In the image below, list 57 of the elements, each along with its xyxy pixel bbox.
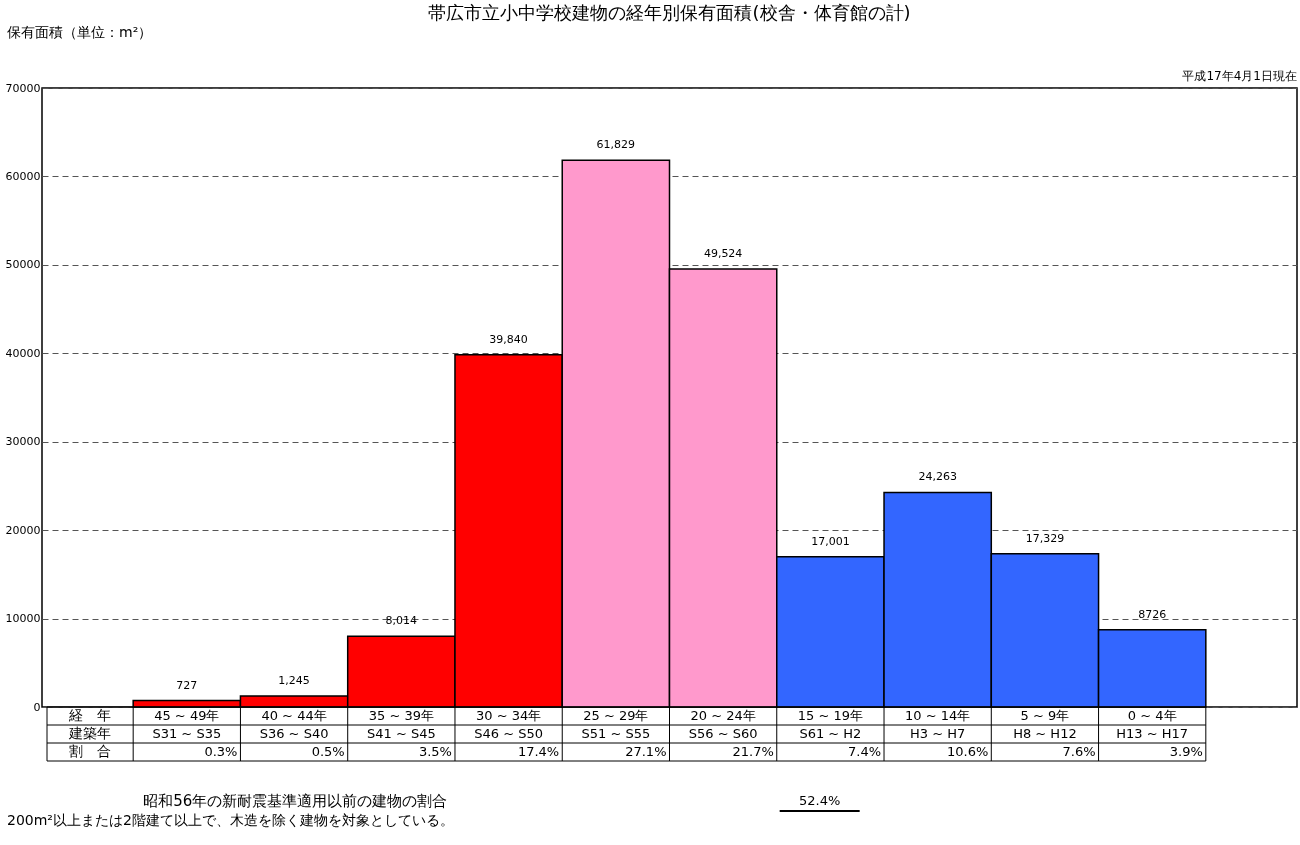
x-tick-label: 5 ~ 9年 — [1020, 708, 1070, 723]
data-label: 8726 — [1138, 607, 1167, 621]
text: 200m²以上または2階建て以上で、木造を除く建物を対象としている。 — [7, 812, 454, 828]
y-tick-label: 0 — [33, 700, 41, 714]
x-tick-label: 45 ~ 49年 — [154, 708, 220, 723]
x-tick-label: 40 ~ 44年 — [261, 708, 327, 723]
y-tick-label: 20000 — [5, 523, 41, 537]
data-label: 39,840 — [489, 332, 528, 346]
data-label: 727 — [176, 678, 198, 692]
y-tick-label: 10000 — [5, 612, 41, 626]
data-label: 24,263 — [918, 470, 957, 484]
x-tick-label: 10 ~ 14年 — [905, 708, 971, 723]
text: 7.4% — [848, 744, 882, 759]
text: S31 ~ S35 — [152, 726, 222, 741]
data-label: 49,524 — [703, 247, 743, 261]
annotation: 経 年 — [68, 707, 112, 723]
text: S41 ~ S45 — [366, 726, 436, 741]
text: S56 ~ S60 — [688, 726, 758, 741]
x-tick-label: 35 ~ 39年 — [368, 708, 434, 723]
text: 平成17年4月1日現在 — [1182, 69, 1297, 83]
text: H13 ~ H17 — [1116, 726, 1189, 741]
text: S46 ~ S50 — [474, 726, 543, 741]
text: H3 ~ H7 — [910, 726, 966, 741]
x-tick-label: 15 ~ 19年 — [797, 708, 864, 723]
text: 3.5% — [418, 744, 452, 759]
x-tick-label: 25 ~ 29年 — [583, 708, 649, 723]
chart-title: 帯広市立小中学校建物の経年別保有面積(校舎・体育館の計) — [428, 2, 911, 23]
text: 3.9% — [1169, 744, 1203, 759]
text: 0.5% — [311, 744, 345, 759]
x-tick-label: 0 ~ 4年 — [1127, 708, 1177, 723]
text: S61 ~ H2 — [799, 726, 862, 741]
text: S51 ~ S55 — [581, 726, 651, 741]
y-tick-label: 30000 — [5, 435, 41, 449]
y-tick-label: 60000 — [5, 169, 41, 183]
text: 10.6% — [946, 744, 989, 759]
data-label: 8,014 — [385, 614, 418, 628]
x-tick-label: 30 ~ 34年 — [475, 708, 542, 723]
text: 21.7% — [732, 744, 774, 759]
x-tick-label: 20 ~ 24年 — [690, 708, 756, 723]
y-tick-label: 40000 — [5, 346, 41, 360]
text: 52.4% — [799, 793, 841, 808]
data-label: 61,829 — [596, 138, 636, 152]
text: 割 合 — [69, 743, 112, 759]
y-axis-title: 保有面積（単位：m²） — [7, 24, 153, 40]
text: 建築年 — [68, 725, 112, 741]
text: 昭和56年の新耐震基準適用以前の建物の割合 — [143, 792, 448, 810]
data-label: 17,001 — [811, 534, 850, 548]
data-label: 17,329 — [1025, 531, 1065, 545]
text: H8 ~ H12 — [1013, 726, 1077, 741]
text: S36 ~ S40 — [259, 726, 329, 741]
y-tick-label: 50000 — [5, 258, 41, 272]
text: 17.4% — [517, 744, 560, 759]
text: 7.6% — [1062, 744, 1096, 759]
text: 0.3% — [204, 744, 238, 759]
y-tick-label: 70000 — [5, 81, 41, 95]
text: 27.1% — [625, 744, 667, 759]
data-label: 1,245 — [278, 673, 310, 687]
